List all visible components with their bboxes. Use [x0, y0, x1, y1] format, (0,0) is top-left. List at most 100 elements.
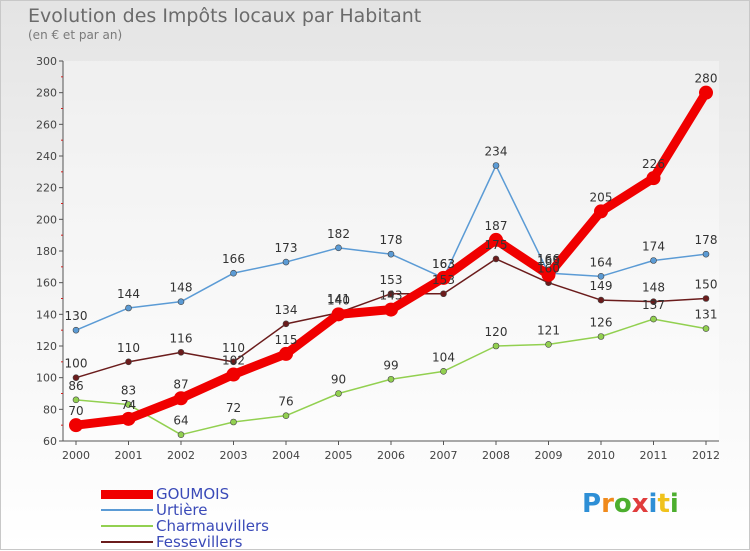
data-point-goumois: [699, 85, 713, 100]
data-label-fessevillers: 110: [222, 341, 245, 355]
x-tick-label: 2008: [482, 449, 510, 462]
data-point-urtiere: [650, 257, 657, 264]
data-label-charmauvillers: 121: [537, 323, 560, 337]
data-point-goumois: [646, 171, 661, 186]
data-label-charmauvillers: 76: [278, 395, 293, 409]
data-label-goumois: 205: [590, 190, 613, 204]
data-label-urtiere: 174: [642, 240, 665, 254]
data-point-goumois: [279, 346, 293, 361]
legend-swatch-goumois: [101, 489, 153, 499]
data-point-fessevillers: [387, 290, 395, 298]
data-point-goumois: [174, 391, 188, 406]
data-point-fessevillers: [177, 349, 185, 356]
x-tick-label: 2009: [535, 449, 563, 462]
x-tick-label: 2012: [692, 449, 720, 462]
data-point-charmauvillers: [702, 325, 710, 332]
data-point-fessevillers: [72, 374, 80, 381]
x-tick-label: 2006: [377, 449, 405, 462]
data-point-goumois: [489, 232, 503, 247]
data-label-fessevillers: 141: [327, 292, 350, 306]
data-point-goumois: [436, 270, 451, 285]
data-label-charmauvillers: 99: [383, 358, 398, 372]
y-tick-label: 120: [36, 340, 57, 353]
data-point-goumois: [226, 367, 241, 382]
legend-item-charmauvillers: Charmauvillers: [101, 517, 269, 535]
data-point-fessevillers: [440, 290, 447, 298]
data-point-urtiere: [335, 244, 342, 252]
data-label-charmauvillers: 126: [590, 316, 613, 330]
data-label-charmauvillers: 83: [121, 384, 136, 398]
data-label-goumois: 280: [695, 72, 718, 86]
data-label-goumois: 143: [380, 289, 403, 303]
data-point-charmauvillers: [387, 375, 395, 383]
chart-subtitle: (en € et par an): [28, 28, 123, 42]
data-label-charmauvillers: 131: [695, 308, 718, 322]
data-point-urtiere: [72, 326, 80, 334]
x-tick-label: 2007: [430, 449, 458, 462]
data-point-urtiere: [597, 273, 605, 280]
data-label-goumois: 165: [537, 254, 560, 268]
legend-item-urtiere: Urtière: [101, 501, 208, 519]
legend-swatch-urtiere: [101, 509, 153, 511]
x-tick-label: 2010: [587, 449, 615, 462]
data-point-goumois: [331, 307, 346, 322]
data-label-goumois: 87: [173, 377, 188, 391]
x-tick-label: 2004: [272, 449, 300, 462]
data-label-goumois: 115: [275, 333, 298, 347]
logo-letter: i: [669, 489, 679, 519]
x-tick-label: 2002: [167, 449, 195, 462]
x-tick-label: 2001: [115, 449, 143, 462]
data-point-charmauvillers: [597, 333, 605, 340]
data-label-goumois: 102: [222, 354, 245, 368]
y-tick-label: 300: [36, 55, 57, 68]
data-label-urtiere: 164: [590, 255, 613, 269]
data-label-urtiere: 178: [695, 233, 718, 247]
data-label-urtiere: 182: [327, 227, 350, 241]
data-label-goumois: 163: [432, 257, 455, 271]
y-tick-label: 80: [43, 403, 57, 416]
data-label-goumois: 187: [485, 219, 508, 233]
data-point-charmauvillers: [650, 315, 657, 323]
data-point-fessevillers: [492, 255, 500, 263]
data-label-fessevillers: 134: [275, 303, 298, 317]
legend-item-goumois: GOUMOIS: [101, 485, 229, 503]
data-label-urtiere: 163: [432, 257, 455, 271]
data-point-fessevillers: [597, 296, 605, 304]
x-tick-label: 2000: [62, 449, 90, 462]
legend-label-urtiere: Urtière: [156, 501, 208, 519]
y-tick-label: 160: [36, 277, 57, 290]
logo-letter: P: [582, 489, 602, 519]
y-tick-label: 220: [36, 182, 57, 195]
chart-title: Evolution des Impôts locaux par Habitant: [28, 5, 422, 27]
data-label-goumois: 226: [642, 157, 665, 171]
logo-letter: r: [601, 489, 614, 519]
y-tick-label: 140: [36, 308, 57, 321]
data-point-fessevillers: [650, 298, 657, 305]
data-point-goumois: [384, 302, 398, 317]
y-tick-label: 260: [36, 118, 57, 131]
y-tick-label: 200: [36, 213, 57, 226]
data-label-fessevillers: 100: [65, 357, 88, 371]
data-point-charmauvillers: [282, 412, 290, 419]
data-label-charmauvillers: 64: [173, 414, 188, 428]
logo-letter: i: [648, 489, 658, 519]
data-label-goumois: 140: [327, 293, 350, 307]
data-label-fessevillers: 116: [170, 331, 193, 345]
data-point-charmauvillers: [177, 431, 185, 438]
data-label-fessevillers: 148: [642, 281, 665, 295]
data-point-urtiere: [492, 162, 500, 169]
x-tick-label: 2011: [640, 449, 668, 462]
legend-swatch-charmauvillers: [101, 525, 153, 527]
data-point-urtiere: [387, 250, 395, 258]
data-point-charmauvillers: [125, 401, 132, 408]
data-label-charmauvillers: 86: [68, 379, 83, 393]
data-label-fessevillers: 153: [380, 273, 403, 287]
data-point-goumois: [541, 267, 556, 282]
logo-letter: x: [631, 489, 649, 519]
x-tick-label: 2003: [220, 449, 248, 462]
data-point-fessevillers: [230, 358, 237, 366]
data-point-urtiere: [702, 250, 710, 258]
data-point-goumois: [121, 411, 136, 426]
data-point-charmauvillers: [72, 396, 80, 404]
